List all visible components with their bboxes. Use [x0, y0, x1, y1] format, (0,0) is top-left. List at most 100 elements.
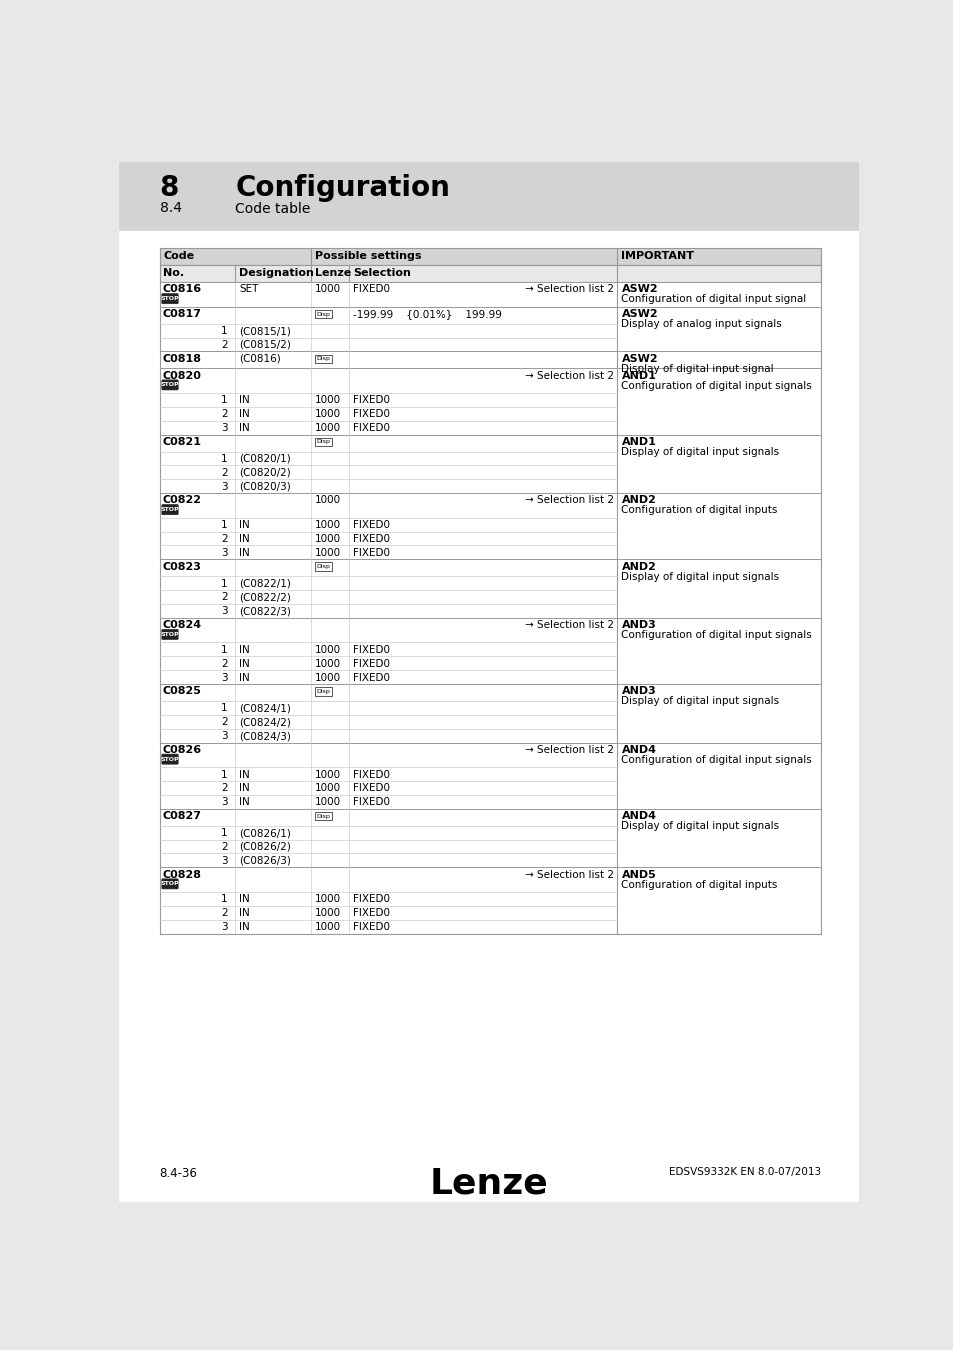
Text: Display of analog input signals: Display of analog input signals	[620, 319, 781, 329]
Text: (C0822/3): (C0822/3)	[239, 606, 291, 617]
Text: AND4: AND4	[620, 745, 656, 755]
Text: 1: 1	[221, 396, 228, 405]
Text: ASW2: ASW2	[620, 309, 658, 319]
Bar	[159, 265, 821, 282]
Text: STOP: STOP	[160, 508, 179, 512]
Text: Configuration: Configuration	[235, 174, 450, 201]
Text: Disp: Disp	[315, 564, 330, 570]
Text: 1000: 1000	[314, 894, 340, 904]
Text: AND4: AND4	[620, 811, 656, 821]
Text: IN: IN	[239, 548, 250, 558]
Text: 3: 3	[221, 672, 228, 683]
Text: Display of digital input signals: Display of digital input signals	[620, 697, 779, 706]
Text: (C0820/2): (C0820/2)	[239, 467, 291, 478]
Text: Lenze: Lenze	[429, 1166, 548, 1202]
Bar	[159, 369, 821, 435]
Text: 1000: 1000	[314, 659, 340, 668]
Text: STOP: STOP	[160, 632, 179, 637]
Text: IN: IN	[239, 783, 250, 794]
Text: IN: IN	[239, 659, 250, 668]
Text: 1: 1	[221, 769, 228, 779]
Text: FIXED0: FIXED0	[353, 798, 390, 807]
Text: 1: 1	[221, 579, 228, 589]
Text: 8.4: 8.4	[159, 201, 181, 215]
Text: (C0820/1): (C0820/1)	[239, 454, 291, 464]
Text: (C0826/1): (C0826/1)	[239, 828, 291, 838]
Text: C0826: C0826	[162, 745, 202, 755]
Text: C0821: C0821	[162, 437, 201, 447]
Text: FIXED0: FIXED0	[353, 922, 390, 931]
Text: C0822: C0822	[162, 495, 201, 505]
Text: FIXED0: FIXED0	[353, 659, 390, 668]
Text: C0816: C0816	[162, 285, 202, 294]
Bar	[159, 684, 821, 743]
Text: 3: 3	[221, 922, 228, 931]
Text: Disp: Disp	[315, 439, 330, 444]
Text: 1000: 1000	[314, 396, 340, 405]
Text: → Selection list 2: → Selection list 2	[524, 745, 613, 755]
Bar	[159, 559, 821, 618]
Text: Configuration of digital input signals: Configuration of digital input signals	[620, 381, 811, 390]
Text: Configuration of digital inputs: Configuration of digital inputs	[620, 880, 777, 890]
Text: 1: 1	[221, 828, 228, 838]
Text: 1: 1	[221, 703, 228, 713]
Text: 2: 2	[221, 340, 228, 350]
Text: 8.4-36: 8.4-36	[159, 1166, 197, 1180]
Text: IN: IN	[239, 533, 250, 544]
Text: Selection: Selection	[353, 269, 411, 278]
Text: Display of digital input signals: Display of digital input signals	[620, 447, 779, 456]
Text: IN: IN	[239, 672, 250, 683]
Text: 1000: 1000	[314, 533, 340, 544]
Text: Lenze: Lenze	[314, 269, 351, 278]
Text: (C0824/2): (C0824/2)	[239, 717, 291, 728]
Text: Disp: Disp	[315, 356, 330, 362]
Text: → Selection list 2: → Selection list 2	[524, 869, 613, 880]
Text: IN: IN	[239, 409, 250, 418]
Text: FIXED0: FIXED0	[353, 769, 390, 779]
Text: (C0822/1): (C0822/1)	[239, 579, 291, 589]
Text: 1000: 1000	[314, 672, 340, 683]
Text: AND5: AND5	[620, 869, 656, 880]
Text: STOP: STOP	[160, 882, 179, 887]
Bar	[159, 493, 821, 559]
Bar	[314, 310, 332, 319]
Text: → Selection list 2: → Selection list 2	[524, 371, 613, 381]
Text: AND1: AND1	[620, 437, 656, 447]
FancyBboxPatch shape	[162, 505, 178, 514]
Text: 1: 1	[221, 454, 228, 464]
Text: 2: 2	[221, 409, 228, 418]
Text: C0825: C0825	[162, 686, 201, 697]
Bar	[159, 743, 821, 809]
Text: C0817: C0817	[162, 309, 201, 319]
Text: 1000: 1000	[314, 922, 340, 931]
Text: Display of digital input signals: Display of digital input signals	[620, 821, 779, 832]
Bar	[159, 867, 821, 934]
Text: IN: IN	[239, 798, 250, 807]
Text: C0823: C0823	[162, 562, 201, 571]
Text: 1000: 1000	[314, 783, 340, 794]
Text: SET: SET	[239, 285, 258, 294]
Text: FIXED0: FIXED0	[353, 520, 390, 531]
Text: (C0816): (C0816)	[239, 354, 281, 363]
Bar	[159, 618, 821, 684]
Text: FIXED0: FIXED0	[353, 285, 390, 294]
Text: 2: 2	[221, 467, 228, 478]
Text: IN: IN	[239, 769, 250, 779]
Text: IN: IN	[239, 396, 250, 405]
Bar	[119, 162, 858, 230]
Text: STOP: STOP	[160, 756, 179, 761]
Text: IN: IN	[239, 922, 250, 931]
Bar	[314, 811, 332, 821]
Text: STOP: STOP	[160, 382, 179, 387]
Text: Configuration of digital input signals: Configuration of digital input signals	[620, 630, 811, 640]
Text: (C0826/2): (C0826/2)	[239, 842, 291, 852]
Text: FIXED0: FIXED0	[353, 672, 390, 683]
Bar	[159, 282, 821, 306]
Text: Disp: Disp	[315, 688, 330, 694]
Text: Disp: Disp	[315, 312, 330, 317]
Text: 3: 3	[221, 606, 228, 617]
Bar	[314, 355, 332, 363]
Text: (C0815/2): (C0815/2)	[239, 340, 291, 350]
Text: No.: No.	[163, 269, 184, 278]
Text: → Selection list 2: → Selection list 2	[524, 495, 613, 505]
